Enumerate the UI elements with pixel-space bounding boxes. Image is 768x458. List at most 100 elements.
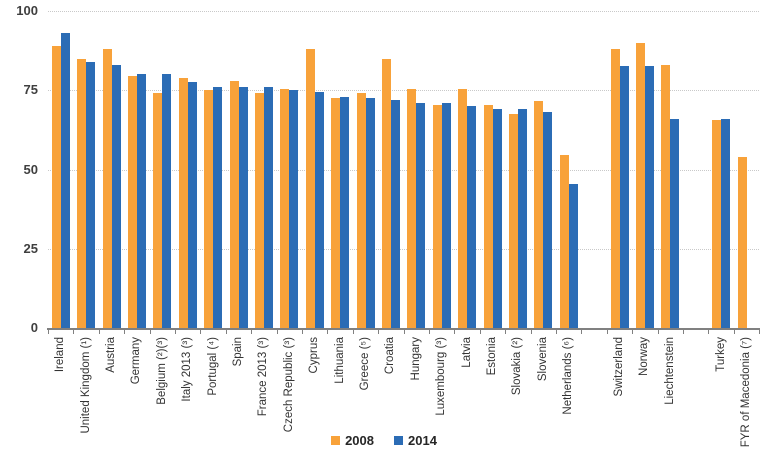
legend-label-2008: 2008 — [345, 433, 374, 448]
x-label-portugal: Portugal (⁴) — [206, 337, 219, 396]
bar-2014-slovakia — [517, 109, 527, 328]
x-label-germany: Germany — [130, 337, 143, 385]
x-label-fyr-of-macedonia: FYR of Macedonia (⁷) — [740, 337, 752, 448]
bar-2014-france-2013 — [263, 87, 273, 328]
x-axis-tick — [429, 330, 430, 334]
bar-2008-ireland — [51, 45, 61, 328]
bar-2008-slovakia — [508, 114, 518, 328]
bar-2014-austria — [111, 64, 121, 328]
x-axis-tick — [98, 330, 100, 334]
bar-2014-lithuania — [340, 96, 350, 328]
bar-2008-fyr-of-macedonia — [737, 156, 747, 328]
x-axis-tick — [403, 330, 405, 334]
x-axis-tick — [276, 330, 278, 334]
bar-2008-turkey — [712, 120, 722, 328]
bar-2008-germany — [127, 75, 137, 328]
x-axis-tick — [479, 330, 481, 334]
x-label-liechtenstein: Liechtenstein — [663, 337, 676, 405]
legend-swatch-2014 — [394, 436, 403, 445]
x-axis-tick — [606, 330, 608, 334]
x-label-latvia: Latvia — [460, 337, 473, 368]
x-label-lithuania: Lithuania — [333, 337, 346, 384]
x-axis-tick — [327, 330, 329, 334]
x-label-turkey: Turkey — [714, 337, 727, 372]
bar-2014-luxembourg — [441, 102, 451, 328]
bar-2014-cyprus — [314, 91, 324, 328]
y-tick-label-0: 0 — [30, 320, 38, 335]
x-axis-tick — [632, 330, 634, 334]
gridline-100 — [48, 11, 760, 12]
x-axis-tick — [302, 330, 303, 334]
x-label-belgium: Belgium (²)(³) — [155, 337, 168, 405]
legend-item-2014: 2014 — [394, 433, 437, 448]
gridline-25 — [48, 248, 760, 250]
bar-2008-norway — [635, 42, 645, 328]
x-label-spain: Spain — [232, 337, 244, 367]
bar-2014-germany — [136, 74, 146, 328]
bar-2014-belgium — [162, 74, 172, 328]
bar-2014-netherlands — [568, 183, 578, 328]
bar-2014-united-kingdom — [86, 61, 96, 328]
bar-2008-belgium — [153, 93, 163, 328]
x-axis-line — [47, 328, 761, 330]
gridline-50 — [48, 169, 760, 171]
bar-2014-italy-2013 — [187, 82, 197, 328]
bar-2008-slovenia — [534, 101, 544, 328]
x-label-united-kingdom: United Kingdom (¹) — [79, 337, 92, 434]
bar-2008-italy-2013 — [178, 77, 188, 328]
bar-2008-cyprus — [305, 49, 315, 328]
x-axis-tick — [708, 330, 710, 334]
x-label-luxembourg: Luxembourg (³) — [435, 337, 448, 416]
bar-2014-turkey — [721, 118, 731, 328]
y-tick-label-50: 50 — [23, 161, 38, 177]
bar-2014-switzerland — [619, 66, 629, 328]
bar-2008-luxembourg — [432, 104, 442, 328]
x-label-italy-2013: Italy 2013 (³) — [181, 337, 194, 402]
x-axis-tick — [175, 330, 176, 334]
x-label-norway: Norway — [638, 337, 651, 376]
x-axis-tick — [733, 330, 735, 334]
bar-2008-austria — [102, 49, 112, 328]
x-axis-tick — [124, 330, 126, 334]
bar-2014-hungary — [416, 102, 426, 328]
bar-2014-greece — [365, 98, 375, 328]
bar-2014-ireland — [60, 33, 70, 328]
x-axis-tick — [48, 330, 49, 334]
x-label-netherlands: Netherlands (⁶) — [562, 337, 575, 415]
gridline-75 — [48, 90, 760, 92]
x-label-croatia: Croatia — [384, 337, 397, 375]
x-axis-tick — [149, 330, 151, 334]
bar-2014-croatia — [390, 99, 400, 328]
x-axis-tick — [200, 330, 202, 334]
bar-2014-norway — [644, 66, 654, 328]
bar-2008-switzerland — [610, 49, 620, 328]
bar-2014-estonia — [492, 109, 502, 328]
x-axis-tick — [251, 330, 253, 334]
x-label-switzerland: Switzerland — [613, 337, 625, 397]
bar-2008-latvia — [458, 88, 468, 328]
bar-2008-greece — [356, 93, 366, 328]
bar-2014-spain — [238, 87, 248, 328]
x-label-hungary: Hungary — [409, 337, 422, 381]
legend-item-2008: 2008 — [331, 433, 374, 448]
x-label-greece: Greece (⁵) — [359, 337, 371, 391]
bar-2008-croatia — [381, 58, 391, 328]
bar-2008-czech-republic — [280, 88, 290, 328]
x-label-cyprus: Cyprus — [308, 337, 321, 374]
bar-2008-netherlands — [559, 155, 569, 328]
x-axis-tick — [530, 330, 532, 334]
x-axis-tick — [352, 330, 354, 334]
x-axis-tick — [759, 330, 761, 334]
x-axis-tick — [73, 330, 75, 334]
x-label-france-2013: France 2013 (³) — [257, 337, 270, 417]
y-tick-label-100: 100 — [16, 3, 38, 18]
x-axis-tick — [454, 330, 456, 334]
bar-2014-czech-republic — [289, 90, 299, 328]
bar-2014-liechtenstein — [670, 118, 680, 328]
bar-2014-slovenia — [543, 112, 553, 328]
bar-2008-united-kingdom — [77, 58, 87, 328]
x-axis-tick — [657, 330, 659, 334]
bar-2008-portugal — [204, 90, 214, 328]
bar-2008-france-2013 — [254, 93, 264, 328]
bar-2008-liechtenstein — [661, 64, 671, 328]
